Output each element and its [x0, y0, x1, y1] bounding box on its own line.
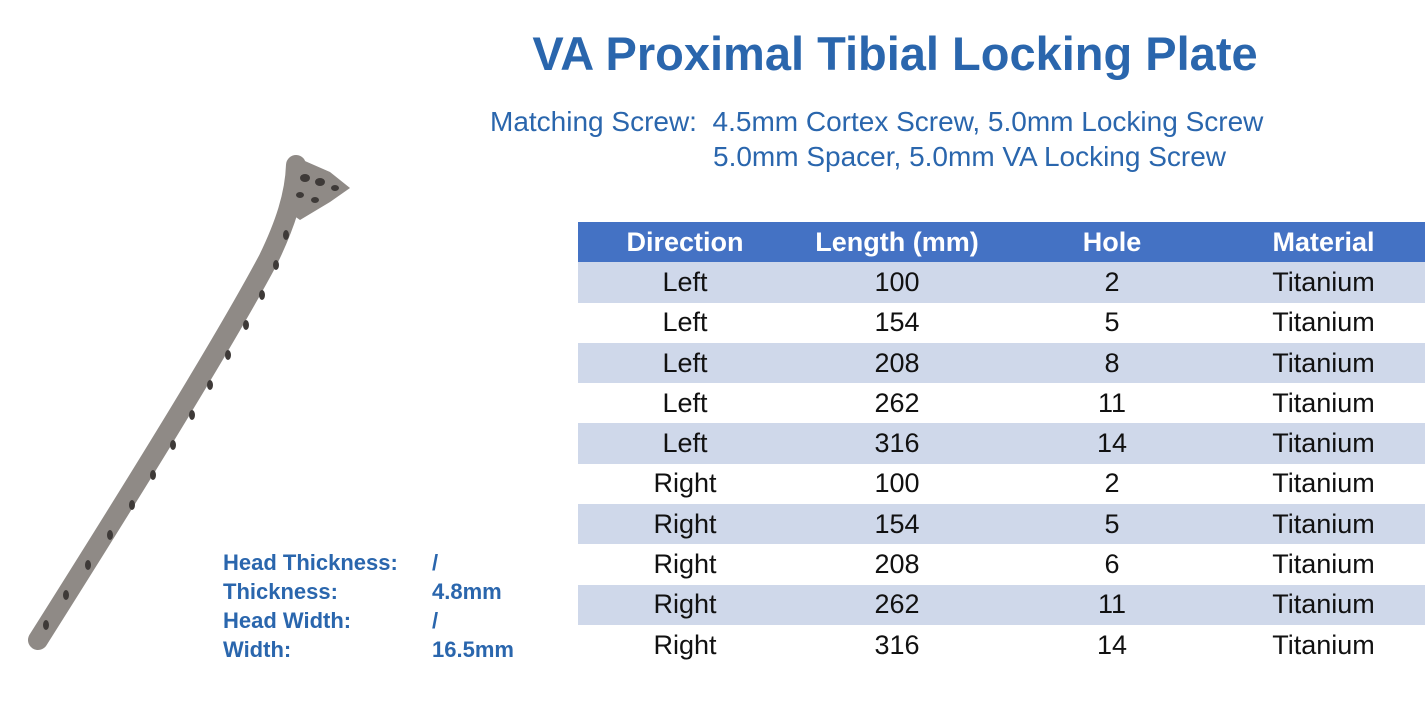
header-cell: Length (mm): [815, 226, 979, 257]
table-cell: 208: [874, 549, 920, 580]
table-cell: Left: [662, 307, 708, 338]
table-cell: 100: [874, 266, 920, 297]
table-cell: 14: [1096, 629, 1128, 660]
table-cell: Right: [653, 549, 717, 580]
table-cell: Right: [653, 468, 717, 499]
table-row: Left 100 2 Titanium: [578, 262, 1425, 303]
table-cell: 5: [1104, 508, 1120, 539]
table-cell: Left: [662, 347, 708, 378]
spec-label: Head Width:: [223, 608, 352, 633]
table-row: Left 208 8 Titanium: [578, 342, 1425, 384]
spec-value: 4.8mm: [432, 579, 502, 604]
table-cell: Titanium: [1272, 266, 1375, 297]
spec-table: Direction Length (mm) Hole Material Left 100 2…: [578, 222, 1425, 665]
table-cell: Titanium: [1272, 347, 1375, 378]
table-cell: 154: [874, 508, 920, 539]
header-row: Direction Length (mm) Hole Material: [578, 222, 1425, 263]
spec-value: 16.5mm: [432, 637, 514, 662]
table-row: Right 316 14 Titanium: [578, 625, 1425, 665]
table-cell: Titanium: [1272, 428, 1375, 459]
spec-label: Width:: [223, 637, 292, 662]
table-cell: 262: [874, 387, 920, 418]
table-cell: Left: [662, 387, 708, 418]
table-row: Right 154 5 Titanium: [578, 504, 1425, 545]
header-cell: Hole: [1082, 226, 1142, 257]
table-cell: Left: [662, 428, 708, 459]
spec-label: Thickness:: [223, 579, 338, 604]
table-row: Right 262 11 Titanium: [578, 584, 1425, 625]
table-row: Right 208 6 Titanium: [578, 544, 1425, 584]
table-cell: Titanium: [1272, 589, 1375, 620]
table-cell: 208: [874, 347, 920, 378]
table-cell: Right: [653, 629, 717, 660]
matching-screw: 5.0mm Spacer, 5.0mm VA Locking Screw: [713, 141, 1227, 172]
table-row: Right 100 2 Titanium: [578, 464, 1425, 504]
title: VA Proximal Tibial Locking Plate: [532, 27, 1258, 80]
table-cell: Right: [653, 508, 717, 539]
spec-value: /: [432, 550, 439, 575]
table-cell: 6: [1104, 549, 1120, 580]
table-cell: Titanium: [1272, 307, 1375, 338]
spec-label: Head Thickness:: [223, 550, 398, 575]
table-cell: Titanium: [1272, 468, 1375, 499]
table-cell: Titanium: [1272, 508, 1375, 539]
plate-image: [28, 155, 350, 650]
spec-value: /: [432, 608, 439, 633]
table-row: Left 154 5 Titanium: [578, 303, 1425, 343]
table-cell: 2: [1104, 266, 1120, 297]
table-cell: Titanium: [1272, 387, 1375, 418]
table-cell: 11: [1097, 387, 1127, 418]
table-cell: Titanium: [1272, 629, 1375, 660]
table-cell: 100: [874, 468, 920, 499]
table-cell: Left: [662, 266, 708, 297]
header-cell: Direction: [626, 226, 744, 257]
table-cell: 2: [1104, 468, 1120, 499]
table-cell: Right: [653, 589, 717, 620]
table-cell: 5: [1104, 307, 1120, 338]
table-cell: 11: [1097, 589, 1127, 620]
table-cell: 8: [1104, 347, 1120, 378]
table-cell: 262: [874, 589, 920, 620]
table-cell: 154: [874, 307, 920, 338]
header-cell: Material: [1272, 226, 1375, 257]
matching-screw: Matching Screw: 4.5mm Cortex Screw, 5.0m…: [490, 106, 1264, 137]
table-cell: 316: [874, 428, 920, 459]
table-row: Left 262 11 Titanium: [578, 383, 1425, 423]
table-cell: 316: [874, 629, 920, 660]
table-cell: Titanium: [1272, 549, 1375, 580]
table-cell: 14: [1096, 428, 1128, 459]
table-row: Left 316 14 Titanium: [578, 423, 1425, 464]
